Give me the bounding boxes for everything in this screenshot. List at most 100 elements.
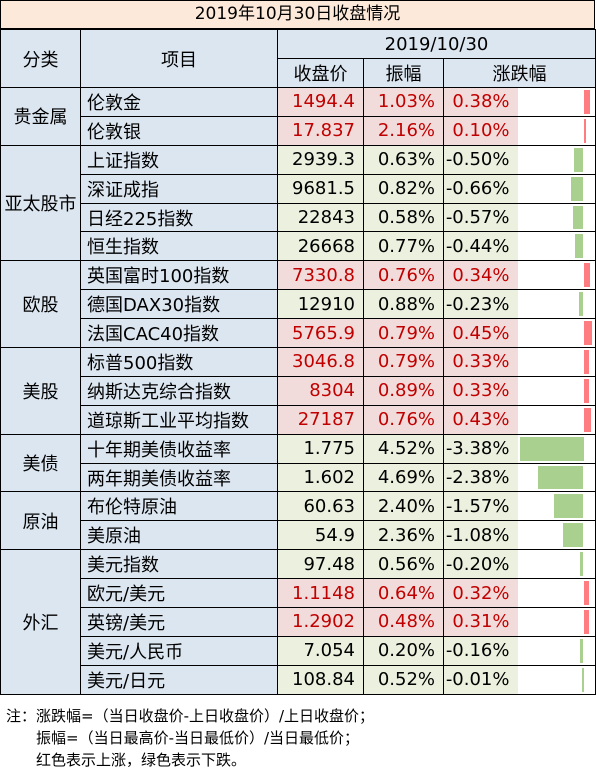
- close-price-cell: 27187: [277, 404, 364, 435]
- change-cell: -0.57%: [443, 202, 518, 233]
- close-price-cell: 97.48: [277, 549, 364, 580]
- item-name-cell: 深证成指: [80, 173, 278, 204]
- close-price-cell: 7330.8: [277, 260, 364, 291]
- change-bar-positive: [583, 263, 590, 288]
- footnote-line: 注：涨跌幅=（当日收盘价-上日收盘价）/上日收盘价；: [6, 707, 375, 725]
- amplitude-cell: 2.36%: [363, 520, 444, 551]
- market-table: 分类 项目 2019/10/30 收盘价 振幅 涨跌幅 贵金属 伦敦金 1494.4…: [0, 29, 596, 695]
- table-row: 欧元/美元 1.1148 0.64% 0.32%: [1, 578, 596, 609]
- change-bar-positive: [583, 610, 589, 634]
- footnote-line: 红色表示上涨，绿色表示下跌。: [6, 751, 247, 769]
- close-price-cell: 2939.3: [277, 144, 364, 175]
- close-price-cell: 1.775: [277, 433, 364, 464]
- item-name-cell: 道琼斯工业平均指数: [80, 404, 278, 435]
- change-bar-negative: [519, 436, 584, 461]
- change-bar-cell: [517, 375, 596, 406]
- close-price-cell: 1.1148: [277, 578, 364, 609]
- footnote-line: 振幅=（当日最高价-当日最低价）/当日最低价；: [6, 729, 360, 747]
- change-cell: -3.38%: [443, 433, 518, 464]
- change-bar-cell: [517, 607, 596, 637]
- close-price-cell: 22843: [277, 202, 364, 233]
- change-cell: -0.50%: [443, 144, 518, 175]
- change-cell: -1.08%: [443, 520, 518, 551]
- amplitude-cell: 4.69%: [363, 462, 444, 493]
- change-bar-cell: [517, 578, 596, 609]
- table-row: 美元/日元 108.84 0.52% -0.01%: [1, 664, 596, 695]
- category-cell: 欧股: [0, 260, 81, 349]
- change-bar-negative: [579, 552, 584, 577]
- change-bar-negative: [538, 465, 584, 490]
- amplitude-cell: 0.63%: [363, 144, 444, 175]
- item-name-cell: 德国DAX30指数: [80, 289, 278, 320]
- close-price-cell: 60.63: [277, 491, 364, 522]
- close-price-cell: 1.602: [277, 462, 364, 493]
- change-cell: 0.33%: [443, 375, 518, 406]
- amplitude-cell: 0.79%: [363, 347, 444, 377]
- change-bar-cell: [517, 664, 596, 695]
- change-bar-cell: [517, 87, 596, 117]
- amplitude-cell: 0.64%: [363, 578, 444, 609]
- amplitude-cell: 0.56%: [363, 549, 444, 580]
- close-price-cell: 54.9: [277, 520, 364, 551]
- change-bar-positive: [583, 407, 592, 432]
- table-row: 贵金属 伦敦金 1494.4 1.03% 0.38%: [0, 87, 596, 146]
- change-cell: 0.31%: [443, 607, 518, 637]
- table-row: 原油 布伦特原油 60.63 2.40% -1.57%: [0, 491, 596, 551]
- table-row: 英镑/美元 1.2902 0.48% 0.31%: [1, 607, 596, 637]
- amplitude-cell: 0.58%: [363, 202, 444, 233]
- amplitude-cell: 0.48%: [363, 607, 444, 637]
- amplitude-cell: 0.88%: [363, 289, 444, 320]
- change-bar-cell: [517, 635, 596, 666]
- amplitude-cell: 0.82%: [363, 173, 444, 204]
- change-bar-negative: [574, 147, 584, 172]
- header-change: 涨跌幅: [443, 58, 596, 88]
- category-cell: 外汇: [0, 549, 81, 695]
- close-price-cell: 1494.4: [277, 87, 364, 117]
- close-price-cell: 26668: [277, 231, 364, 262]
- change-bar-positive: [583, 321, 592, 346]
- change-bar-negative: [575, 234, 584, 259]
- change-bar-negative: [579, 292, 584, 317]
- change-bar-negative: [580, 638, 584, 663]
- change-cell: 0.43%: [443, 404, 518, 435]
- close-price-cell: 1.2902: [277, 607, 364, 637]
- item-name-cell: 两年期美债收益率: [80, 462, 278, 493]
- change-bar-positive: [583, 118, 586, 143]
- header-amplitude: 振幅: [363, 58, 444, 88]
- change-cell: 0.33%: [443, 347, 518, 377]
- change-bar-negative: [581, 667, 584, 692]
- close-price-cell: 108.84: [277, 664, 364, 695]
- close-price-cell: 9681.5: [277, 173, 364, 204]
- amplitude-cell: 0.52%: [363, 664, 444, 695]
- item-name-cell: 欧元/美元: [80, 578, 278, 609]
- table-row: 亚太股市 上证指数 2939.3 0.63% -0.50%: [0, 144, 596, 262]
- item-name-cell: 美原油: [80, 520, 278, 551]
- close-price-cell: 3046.8: [277, 347, 364, 377]
- change-cell: -0.20%: [443, 549, 518, 580]
- category-cell: 原油: [0, 491, 81, 551]
- amplitude-cell: 0.89%: [363, 375, 444, 406]
- close-price-cell: 8304: [277, 375, 364, 406]
- change-bar-cell: [517, 173, 596, 204]
- item-name-cell: 恒生指数: [80, 231, 278, 262]
- change-cell: -2.38%: [443, 462, 518, 493]
- change-bar-negative: [563, 523, 584, 548]
- table-row: 欧股 英国富时100指数 7330.8 0.76% 0.34%: [0, 260, 596, 349]
- table-row: 外汇 美元指数 97.48 0.56% -0.20%: [0, 549, 596, 695]
- table-row: 美元/人民币 7.054 0.20% -0.16%: [1, 635, 596, 666]
- change-cell: -0.16%: [443, 635, 518, 666]
- change-cell: -0.23%: [443, 289, 518, 320]
- change-cell: 0.38%: [443, 87, 518, 117]
- sheet-title: 2019年10月30日收盘情况: [0, 0, 595, 29]
- item-name-cell: 伦敦银: [80, 115, 278, 146]
- change-bar-positive: [583, 350, 590, 374]
- close-price-cell: 5765.9: [277, 318, 364, 349]
- amplitude-cell: 1.03%: [363, 87, 444, 117]
- change-bar-cell: [517, 549, 596, 580]
- close-price-cell: 7.054: [277, 635, 364, 666]
- change-bar-cell: [517, 491, 596, 522]
- item-name-cell: 美元/人民币: [80, 635, 278, 666]
- table-row: 道琼斯工业平均指数 27187 0.76% 0.43%: [1, 404, 596, 435]
- change-bar-negative: [553, 494, 584, 519]
- close-price-cell: 17.837: [277, 115, 364, 146]
